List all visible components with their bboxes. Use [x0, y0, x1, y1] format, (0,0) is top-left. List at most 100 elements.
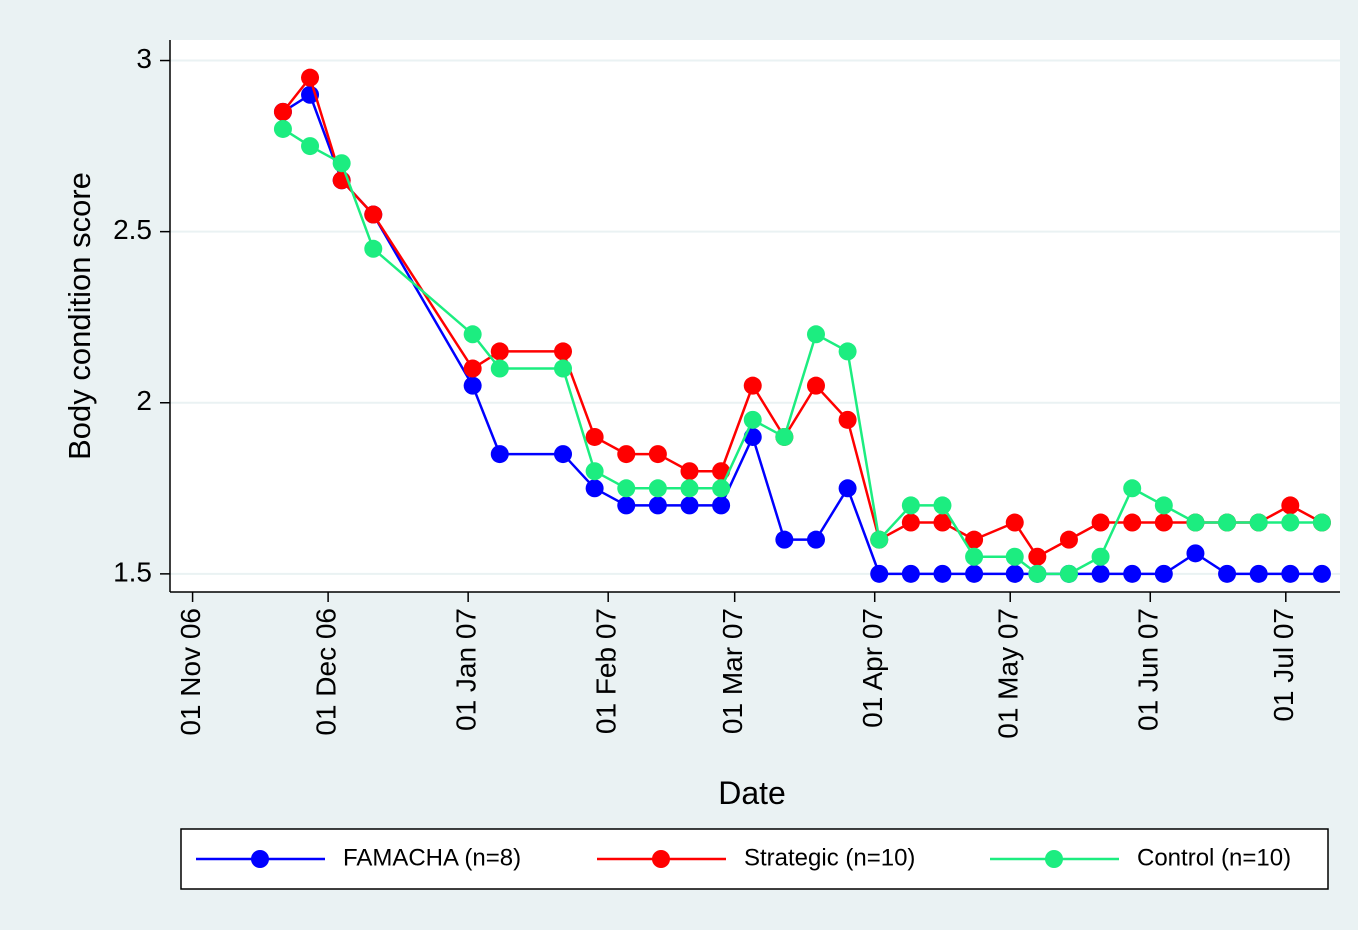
data-point — [965, 564, 984, 583]
legend-label: FAMACHA (n=8) — [343, 844, 521, 871]
data-point — [301, 68, 320, 87]
data-point — [463, 325, 482, 344]
x-tick-label: 01 May 07 — [993, 608, 1024, 739]
y-tick-label: 1.5 — [113, 556, 152, 587]
legend-label: Control (n=10) — [1137, 844, 1291, 871]
data-point — [1281, 564, 1300, 583]
x-tick-label: 01 Jun 07 — [1133, 608, 1164, 731]
data-point — [1091, 547, 1110, 566]
data-point — [490, 445, 509, 464]
legend-entry: Strategic (n=10) — [597, 844, 915, 871]
data-point — [870, 530, 889, 549]
x-tick-label: 01 Jan 07 — [451, 608, 482, 731]
data-point — [648, 496, 667, 515]
data-point — [1123, 513, 1142, 532]
data-point — [1028, 547, 1047, 566]
data-point — [1028, 564, 1047, 583]
data-point — [806, 376, 825, 395]
y-tick-label: 2 — [136, 385, 152, 416]
data-point — [806, 325, 825, 344]
data-point — [806, 530, 825, 549]
data-point — [1249, 564, 1268, 583]
data-point — [775, 427, 794, 446]
data-point — [1312, 564, 1331, 583]
data-point — [554, 445, 573, 464]
data-point — [1091, 564, 1110, 583]
data-point — [301, 137, 320, 156]
data-point — [648, 479, 667, 498]
data-point — [554, 359, 573, 378]
data-point — [648, 445, 667, 464]
data-point — [1005, 513, 1024, 532]
x-tick-label: 01 Dec 06 — [310, 608, 341, 736]
data-point — [490, 342, 509, 361]
legend — [180, 828, 1329, 890]
data-point — [617, 479, 636, 498]
data-point — [1281, 513, 1300, 532]
data-point — [838, 479, 857, 498]
data-point — [965, 530, 984, 549]
data-point — [1281, 496, 1300, 515]
data-point — [364, 205, 383, 224]
data-point — [617, 445, 636, 464]
data-point — [585, 479, 604, 498]
legend-label: Strategic (n=10) — [744, 844, 915, 871]
data-point — [680, 462, 699, 481]
data-point — [273, 119, 292, 138]
data-point — [1186, 544, 1205, 563]
data-point — [933, 564, 952, 583]
data-point — [585, 462, 604, 481]
data-point — [1218, 513, 1237, 532]
x-axis-title: Date — [718, 775, 786, 811]
data-point — [901, 564, 920, 583]
x-tick-label: 01 Feb 07 — [591, 608, 622, 734]
data-point — [838, 342, 857, 361]
data-point — [838, 410, 857, 429]
data-point — [1186, 513, 1205, 532]
data-point — [463, 359, 482, 378]
y-tick-label: 2.5 — [113, 214, 152, 245]
data-point — [712, 479, 731, 498]
legend-entry: FAMACHA (n=8) — [196, 844, 521, 871]
legend-marker — [251, 850, 269, 868]
data-point — [712, 496, 731, 515]
y-tick-label: 3 — [136, 43, 152, 74]
data-point — [1123, 479, 1142, 498]
data-point — [273, 102, 292, 121]
data-point — [1312, 513, 1331, 532]
data-point — [1005, 547, 1024, 566]
data-point — [1154, 513, 1173, 532]
data-point — [680, 479, 699, 498]
y-axis-title: Body condition score — [62, 172, 97, 460]
x-tick-label: 01 Apr 07 — [857, 608, 888, 728]
data-point — [933, 496, 952, 515]
data-point — [1154, 564, 1173, 583]
plot-area — [170, 40, 1340, 592]
data-point — [743, 376, 762, 395]
data-point — [1154, 496, 1173, 515]
x-tick-label: 01 Mar 07 — [717, 608, 748, 734]
data-point — [364, 239, 383, 258]
data-point — [1091, 513, 1110, 532]
data-point — [1249, 513, 1268, 532]
data-point — [870, 564, 889, 583]
data-point — [965, 547, 984, 566]
data-point — [775, 530, 794, 549]
data-point — [1123, 564, 1142, 583]
data-point — [1218, 564, 1237, 583]
legend-entry: Control (n=10) — [990, 844, 1291, 871]
legend-marker — [652, 850, 670, 868]
legend-marker — [1045, 850, 1063, 868]
data-point — [1059, 530, 1078, 549]
x-tick-label: 01 Jul 07 — [1268, 608, 1299, 722]
data-point — [1059, 564, 1078, 583]
data-point — [680, 496, 699, 515]
data-point — [332, 154, 351, 173]
data-point — [901, 496, 920, 515]
data-point — [743, 410, 762, 429]
data-point — [490, 359, 509, 378]
x-tick-label: 01 Nov 06 — [175, 608, 206, 736]
data-point — [585, 427, 604, 446]
data-point — [463, 376, 482, 395]
